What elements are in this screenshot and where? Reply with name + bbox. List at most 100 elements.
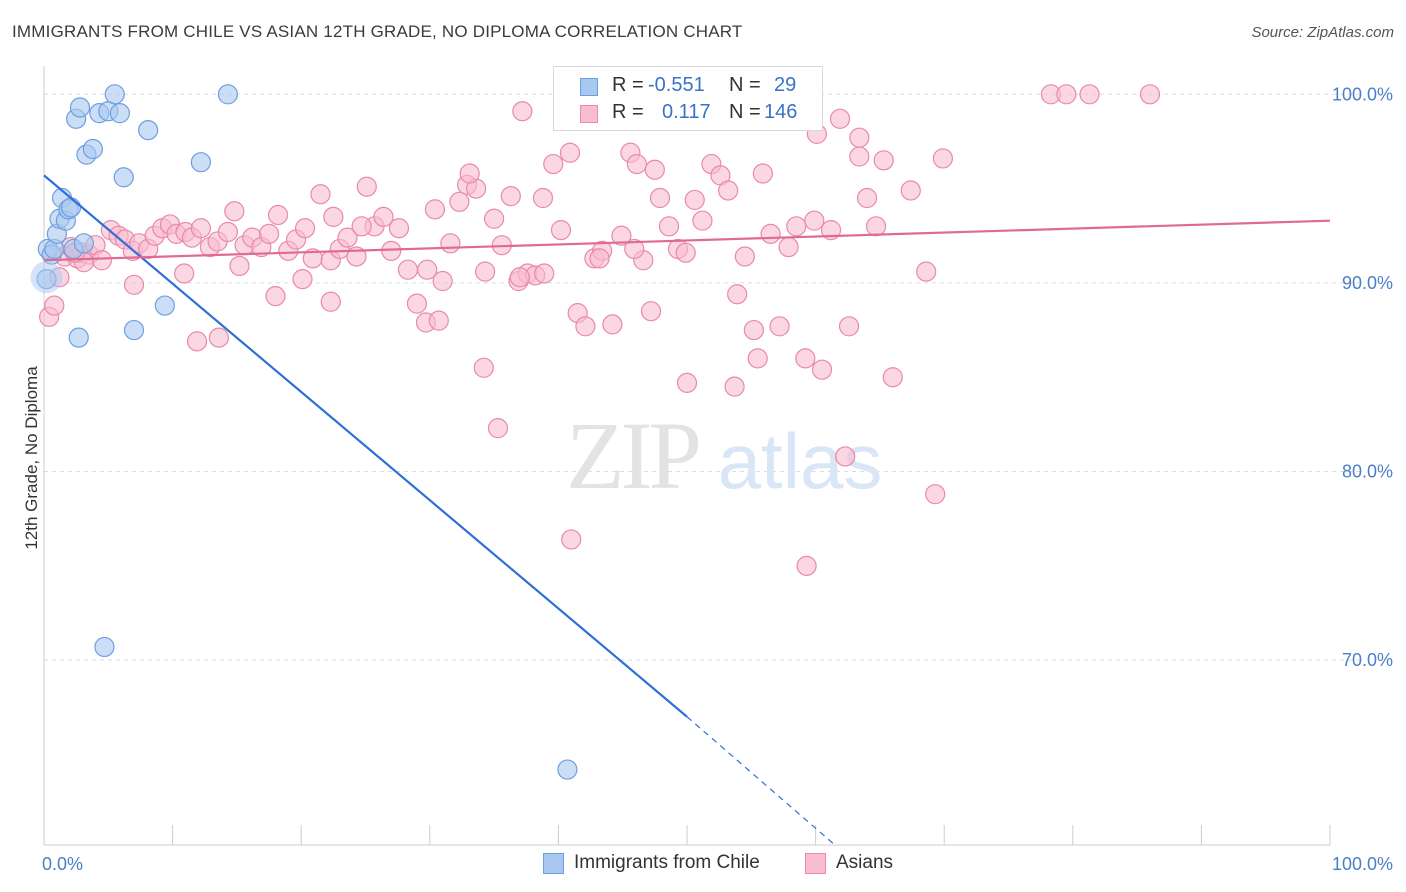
data-point bbox=[123, 319, 145, 341]
data-point bbox=[68, 327, 89, 348]
n-label: N = bbox=[729, 101, 761, 123]
data-point bbox=[208, 327, 229, 348]
y-tick-label: 100.0% bbox=[1332, 84, 1393, 104]
data-point bbox=[811, 359, 833, 380]
n-value: 29 bbox=[774, 74, 797, 96]
stats-row-chile: R = -0.551 N = 29 bbox=[554, 74, 822, 100]
data-point bbox=[217, 84, 238, 105]
data-point bbox=[432, 270, 453, 292]
data-point bbox=[804, 210, 825, 231]
data-point bbox=[351, 216, 372, 237]
data-point bbox=[473, 357, 494, 378]
data-point bbox=[856, 187, 878, 209]
data-point bbox=[543, 153, 564, 175]
data-point bbox=[512, 101, 533, 122]
chart-source[interactable]: Source: ZipAtlas.com bbox=[1251, 24, 1394, 41]
data-point bbox=[849, 146, 870, 167]
legend-label-asians: Asians bbox=[836, 852, 894, 873]
series-legend: Immigrants from Chile Asians bbox=[0, 850, 1406, 878]
data-point bbox=[224, 201, 245, 222]
data-point bbox=[417, 259, 438, 280]
data-point bbox=[509, 267, 530, 288]
data-point bbox=[267, 204, 289, 226]
data-point bbox=[487, 418, 509, 439]
data-point bbox=[559, 142, 581, 163]
data-point bbox=[217, 221, 238, 243]
data-point bbox=[73, 233, 94, 254]
data-point bbox=[310, 184, 331, 205]
x-tick-label: 100.0% bbox=[1332, 854, 1393, 874]
data-point bbox=[900, 180, 921, 201]
data-point bbox=[94, 636, 115, 658]
data-point bbox=[718, 180, 739, 201]
y-tick-label: 70.0% bbox=[1342, 650, 1393, 670]
n-label: N = bbox=[729, 74, 761, 96]
data-point bbox=[575, 316, 596, 337]
data-point bbox=[727, 284, 748, 305]
n-value: 146 bbox=[764, 101, 798, 123]
x-tick-label: 0.0% bbox=[42, 854, 83, 874]
data-point bbox=[838, 316, 860, 337]
r-label: R = bbox=[612, 101, 644, 123]
data-point bbox=[624, 238, 645, 260]
data-point bbox=[113, 167, 134, 188]
data-point bbox=[30, 261, 63, 294]
data-points bbox=[30, 84, 1161, 780]
data-point bbox=[138, 120, 159, 141]
y-axis-label: 12th Grade, No Diploma bbox=[22, 366, 41, 550]
data-point bbox=[873, 150, 894, 171]
data-point bbox=[561, 529, 582, 550]
chart-title: IMMIGRANTS FROM CHILE VS ASIAN 12TH GRAD… bbox=[12, 22, 743, 41]
y-tick-label: 90.0% bbox=[1342, 273, 1393, 293]
trend-line bbox=[43, 174, 688, 718]
data-point bbox=[532, 187, 554, 209]
stats-row-asians: R = 0.117 N = 146 bbox=[554, 101, 822, 127]
r-value: -0.551 bbox=[648, 74, 705, 96]
data-point bbox=[320, 291, 341, 312]
data-point bbox=[795, 348, 816, 369]
data-point bbox=[658, 216, 680, 237]
data-point bbox=[1139, 84, 1161, 105]
y-tick-label: 80.0% bbox=[1342, 462, 1393, 482]
data-point bbox=[865, 216, 887, 237]
r-value: 0.117 bbox=[662, 101, 711, 123]
data-point bbox=[692, 210, 713, 231]
data-point bbox=[323, 206, 344, 227]
data-point bbox=[916, 261, 937, 282]
data-point bbox=[337, 227, 358, 248]
watermark-atlas: atlas bbox=[718, 417, 883, 505]
data-point bbox=[190, 218, 211, 239]
data-point bbox=[640, 301, 662, 322]
data-point bbox=[796, 555, 817, 576]
data-point bbox=[835, 446, 856, 467]
data-point bbox=[69, 97, 91, 118]
data-point bbox=[557, 759, 578, 780]
data-point bbox=[734, 246, 755, 267]
data-point bbox=[406, 293, 428, 314]
data-point bbox=[109, 103, 130, 124]
data-point bbox=[229, 255, 250, 277]
data-point bbox=[925, 484, 946, 505]
data-point bbox=[424, 199, 446, 220]
tick-labels: 100.0% 90.0% 80.0% 70.0% 0.0% 100.0% bbox=[42, 84, 1393, 874]
data-point bbox=[154, 295, 175, 316]
data-point bbox=[258, 223, 280, 244]
chile-swatch bbox=[543, 853, 564, 874]
watermark: ZIP atlas bbox=[566, 402, 882, 509]
chile-swatch bbox=[580, 78, 598, 96]
data-point bbox=[743, 319, 764, 341]
stats-legend: R = -0.551 N = 29 R = 0.117 N = 146 bbox=[553, 66, 823, 131]
data-point bbox=[484, 208, 505, 229]
data-point bbox=[684, 189, 705, 211]
data-point bbox=[1079, 84, 1100, 105]
data-point bbox=[500, 186, 521, 207]
data-point bbox=[769, 316, 790, 337]
data-point bbox=[649, 187, 671, 209]
data-point bbox=[474, 261, 496, 282]
data-point bbox=[882, 367, 903, 388]
data-point bbox=[428, 310, 449, 331]
data-point bbox=[1056, 84, 1077, 105]
asians-swatch bbox=[580, 105, 598, 123]
data-point bbox=[602, 314, 623, 335]
